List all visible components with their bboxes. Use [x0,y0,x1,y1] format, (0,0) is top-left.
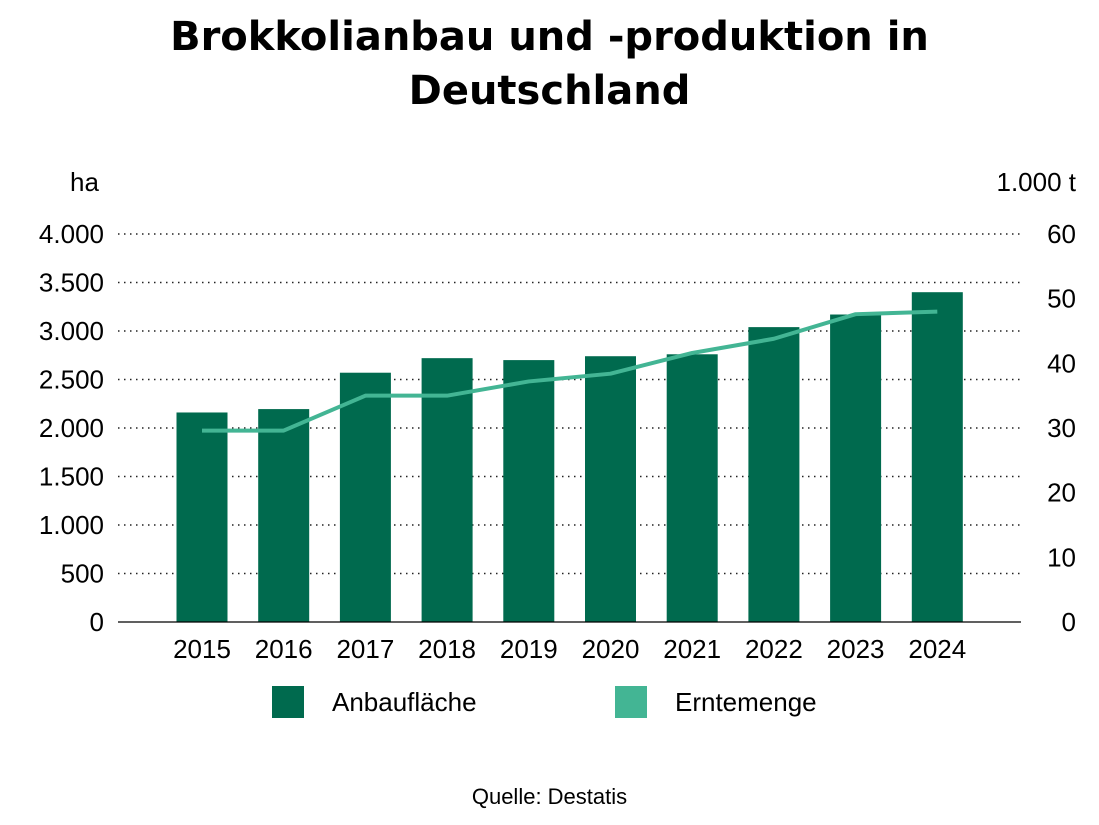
grid-lines [118,233,1021,575]
bar-2024 [911,292,963,622]
x-axis-tick-label: 2023 [827,634,885,664]
left-axis-tick-label: 1.000 [39,510,104,540]
right-axis-tick-label: 50 [1047,284,1076,314]
left-axis-unit-label: ha [70,167,99,197]
x-axis-tick-label: 2021 [663,634,721,664]
bar-2023 [830,314,882,622]
right-axis-ticks: 0 10 20 30 40 50 60 [1047,219,1076,637]
source-note: Quelle: Destatis [471,784,628,809]
right-axis-tick-label: 30 [1047,413,1076,443]
chart-title-line-1: Brokkolianbau und -produktion in [170,14,929,60]
right-axis-tick-label: 0 [1062,607,1076,637]
chart-legend: Anbaufläche Erntemenge [0,686,1099,730]
bar-2020 [585,356,636,622]
right-axis-tick-label: 10 [1047,542,1076,572]
legend-label-erntemenge: Erntemenge [675,686,817,717]
legend-item-erntemenge: Erntemenge [615,686,817,718]
bar-2018 [421,358,473,622]
x-axis-tick-label: 2018 [418,634,476,664]
right-axis-unit-label: 1.000 t [996,167,1076,197]
bar-2021 [666,354,718,622]
left-axis-tick-label: 2.000 [39,413,104,443]
legend-swatch-erntemenge [615,686,647,718]
legend-label-anbauflaeche: Anbaufläche [332,686,477,717]
chart-plot-area: ha 1.000 t 05001.0001.5002.0002.5003.000… [39,167,1077,664]
bar-2015 [176,412,228,622]
chart-title-line-2: Deutschland [408,68,691,114]
left-axis-tick-label: 4.000 [39,219,104,249]
x-axis-tick-label: 2022 [745,634,803,664]
left-axis-tick-label: 0 [90,607,104,637]
x-axis-tick-label: 2015 [173,634,231,664]
x-axis-ticks: 2015 2016 2017 2018 2019 2020 2021 2022 2023 2024 [173,634,966,664]
right-axis-tick-label: 20 [1047,478,1076,508]
line-series-erntemenge [201,309,938,433]
x-axis-tick-label: 2016 [255,634,313,664]
x-axis-tick-label: 2017 [336,634,394,664]
chart-title: Brokkolianbau und -produktion in Deutsch… [0,10,1099,118]
x-axis-tick-label: 2019 [500,634,558,664]
left-axis-tick-label: 1.500 [39,462,104,492]
legend-item-anbauflaeche: Anbaufläche [272,686,477,718]
left-axis-tick-label: 3.000 [39,316,104,346]
bar-2016 [258,409,310,622]
left-axis-tick-label: 500 [61,559,104,589]
x-axis-tick-label: 2024 [908,634,966,664]
left-axis-tick-label: 3.500 [39,268,104,298]
right-axis-tick-label: 40 [1047,348,1076,378]
left-axis-tick-label: 2.500 [39,365,104,395]
bar-series-anbauflaeche [176,292,963,622]
right-axis-tick-label: 60 [1047,219,1076,249]
erntemenge-line [202,309,938,433]
left-axis-ticks: 0 500 1.000 1.500 2.000 2.500 3.000 3.500 4.000 [39,219,104,637]
bar-2017 [339,372,391,622]
legend-swatch-anbauflaeche [272,686,304,718]
x-axis-tick-label: 2020 [582,634,640,664]
bar-2022 [748,327,800,622]
bar-2019 [503,360,555,622]
